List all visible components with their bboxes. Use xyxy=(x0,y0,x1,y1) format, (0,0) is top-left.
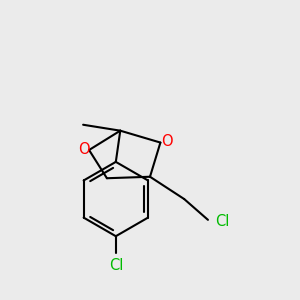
Text: O: O xyxy=(78,142,89,157)
Text: Cl: Cl xyxy=(109,258,123,273)
Text: O: O xyxy=(161,134,173,148)
Text: Cl: Cl xyxy=(215,214,230,229)
